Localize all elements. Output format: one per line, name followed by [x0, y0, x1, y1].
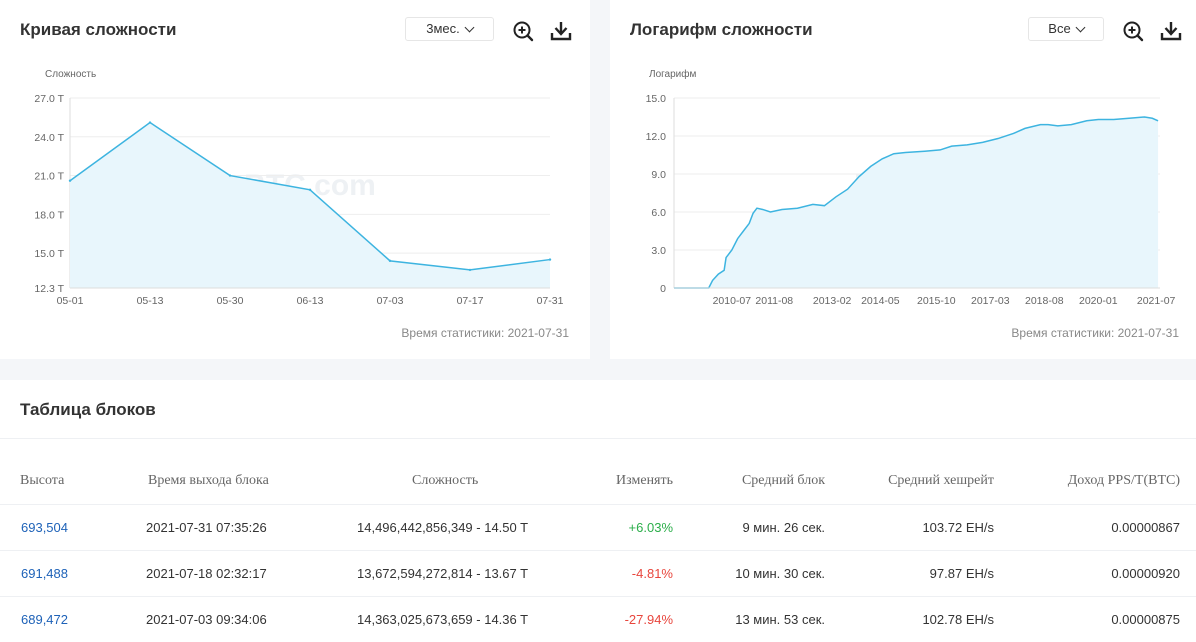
block-avg-time: 13 мин. 53 сек. [735, 612, 825, 627]
block-hashrate: 102.78 EH/s [922, 612, 994, 627]
data-point [148, 121, 152, 124]
y-axis-label: Логарифм [649, 68, 696, 80]
data-point [388, 259, 392, 263]
block-height-link[interactable]: 693,504 [21, 520, 68, 535]
blocks-table-title: Таблица блоков [20, 400, 156, 419]
y-tick-label: 12.3 T [34, 283, 64, 295]
difficulty-stat-time: Время статистики: 2021-07-31 [401, 326, 569, 340]
zoom-in-icon[interactable] [1122, 20, 1144, 42]
y-tick-label: 24.0 T [34, 132, 64, 144]
col-header-change: Изменять [616, 473, 673, 488]
difficulty-chart-panel: Кривая сложности 3мес. Сложность BTC.com 2… [0, 0, 590, 359]
x-tick-label: 2014-05 [861, 295, 900, 307]
block-time: 2021-07-31 07:35:26 [146, 520, 267, 535]
block-avg-time: 9 мин. 26 сек. [742, 520, 825, 535]
blocks-table-panel: Таблица блоков Высота Время выхода блока… [0, 380, 1196, 642]
col-header-pps: Доход PPS/T(BTC) [1067, 473, 1180, 488]
y-tick-label: 27.0 T [34, 93, 64, 105]
row-divider [0, 550, 1196, 551]
block-hashrate: 97.87 EH/s [929, 566, 994, 581]
series-line [674, 116, 1159, 289]
y-tick-label: 9.0 [651, 169, 666, 181]
log-range-dropdown[interactable]: Все [1028, 17, 1104, 41]
log-chart: ЛогарифмBTC.com15.012.09.06.03.002010-07… [646, 68, 1176, 307]
download-icon[interactable] [550, 20, 572, 42]
col-header-avg-block: Средний блок [741, 473, 825, 488]
block-time: 2021-07-03 09:34:06 [146, 612, 267, 627]
y-tick-label: 12.0 [646, 131, 667, 143]
y-tick-label: 18.0 T [34, 209, 64, 221]
y-tick-label: 6.0 [651, 207, 666, 219]
x-tick-label: 05-01 [57, 295, 84, 307]
data-point [468, 268, 472, 272]
x-tick-label: 2020-01 [1079, 295, 1118, 307]
block-change: -27.94% [624, 612, 673, 627]
x-tick-label: 2013-02 [813, 295, 852, 307]
x-tick-label: 2017-03 [971, 295, 1010, 307]
y-tick-label: 3.0 [651, 245, 666, 257]
x-tick-label: 2010-07 [713, 295, 752, 307]
divider [0, 438, 1196, 439]
zoom-in-icon[interactable] [512, 20, 534, 42]
block-time: 2021-07-18 02:32:17 [146, 566, 267, 581]
log-chart-title: Логарифм сложности [630, 20, 813, 39]
y-tick-label: 15.0 [646, 93, 667, 105]
col-header-height: Высота [20, 473, 65, 488]
y-tick-label: 0 [660, 283, 666, 295]
x-tick-label: 07-31 [537, 295, 564, 307]
block-pps: 0.00000875 [1111, 612, 1180, 627]
x-tick-label: 05-30 [217, 295, 244, 307]
col-header-hashrate: Средний хешрейт [888, 473, 994, 488]
block-change: -4.81% [631, 566, 673, 581]
block-change: +6.03% [628, 520, 673, 535]
difficulty-chart-title: Кривая сложности [20, 20, 177, 39]
download-icon[interactable] [1160, 20, 1182, 42]
col-header-difficulty: Сложность [412, 473, 479, 488]
row-divider [0, 504, 1196, 505]
data-point [228, 174, 232, 177]
block-height-link[interactable]: 691,488 [21, 566, 68, 581]
x-tick-label: 06-13 [297, 295, 324, 307]
x-tick-label: 05-13 [137, 295, 164, 307]
log-chart-panel: Логарифм сложности Все ЛогарифмBTC.com15… [610, 0, 1196, 359]
difficulty-range-label: 3мес. [426, 21, 460, 36]
x-tick-label: 07-03 [377, 295, 404, 307]
x-tick-label: 2018-08 [1025, 295, 1064, 307]
block-difficulty: 13,672,594,272,814 - 13.67 T [357, 566, 529, 581]
block-hashrate: 103.72 EH/s [922, 520, 994, 535]
col-header-time: Время выхода блока [148, 473, 269, 488]
data-point [548, 258, 552, 261]
y-tick-label: 15.0 T [34, 248, 64, 260]
block-difficulty: 14,496,442,856,349 - 14.50 T [357, 520, 529, 535]
x-tick-label: 2011-08 [755, 295, 793, 307]
log-range-label: Все [1048, 21, 1071, 36]
x-tick-label: 2021-07 [1137, 295, 1176, 307]
block-pps: 0.00000920 [1111, 566, 1180, 581]
block-height-link[interactable]: 689,472 [21, 612, 68, 627]
block-pps: 0.00000867 [1111, 520, 1180, 535]
y-axis-label: Сложность [45, 69, 96, 80]
log-stat-time: Время статистики: 2021-07-31 [1011, 326, 1179, 340]
area-fill [674, 117, 1159, 288]
block-avg-time: 10 мин. 30 сек. [735, 566, 825, 581]
data-point [68, 179, 72, 182]
difficulty-range-dropdown[interactable]: 3мес. [405, 17, 494, 41]
block-difficulty: 14,363,025,673,659 - 14.36 T [357, 612, 529, 627]
row-divider [0, 596, 1196, 597]
x-tick-label: 07-17 [457, 295, 484, 307]
data-point [308, 188, 312, 191]
x-tick-label: 2015-10 [917, 295, 956, 307]
y-tick-label: 21.0 T [34, 171, 64, 183]
area-fill [70, 122, 550, 288]
